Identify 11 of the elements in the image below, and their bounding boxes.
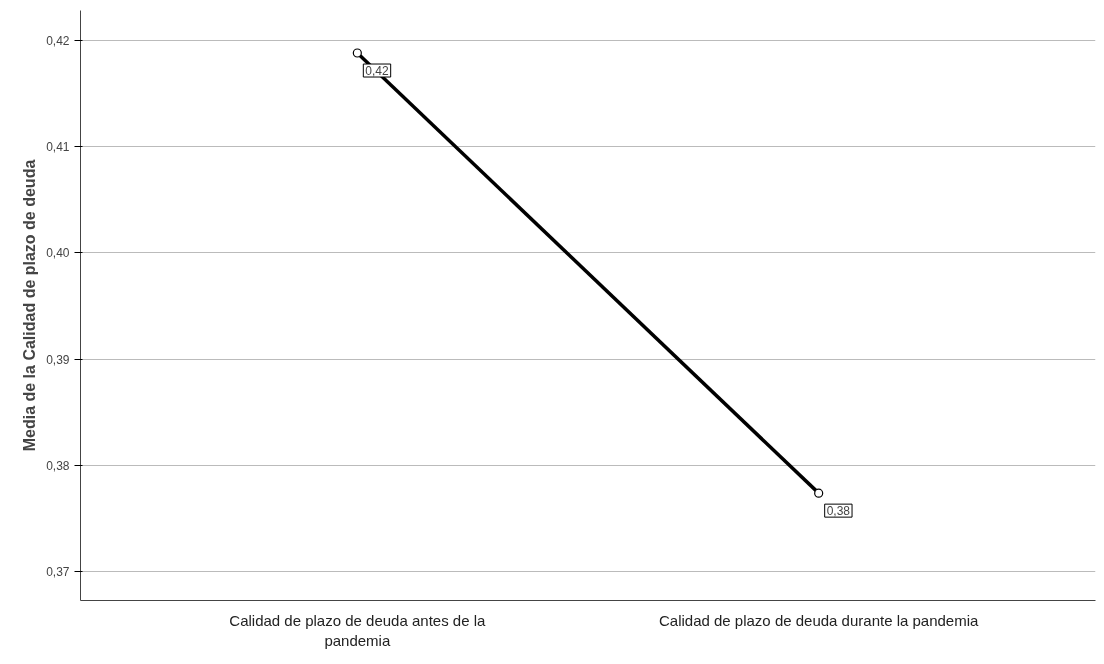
y-tick-label: 0,40 xyxy=(46,246,70,261)
y-tick-label: 0,38 xyxy=(46,458,70,473)
y-tick-label: 0,41 xyxy=(46,140,70,155)
x-tick-label: Calidad de plazo de deuda antes de la pandemia xyxy=(229,611,486,649)
y-axis-title: Media de la Calidad de plazo de deuda xyxy=(21,159,39,452)
x-tick-label: Calidad de plazo de deuda durante la pandemia xyxy=(658,611,980,629)
y-tick-label: 0,39 xyxy=(46,352,70,367)
y-tick-label: 0,37 xyxy=(46,565,70,580)
data-label: 0,42 xyxy=(365,64,389,79)
data-label: 0,38 xyxy=(826,504,851,519)
y-tick-label: 0,42 xyxy=(46,33,70,48)
